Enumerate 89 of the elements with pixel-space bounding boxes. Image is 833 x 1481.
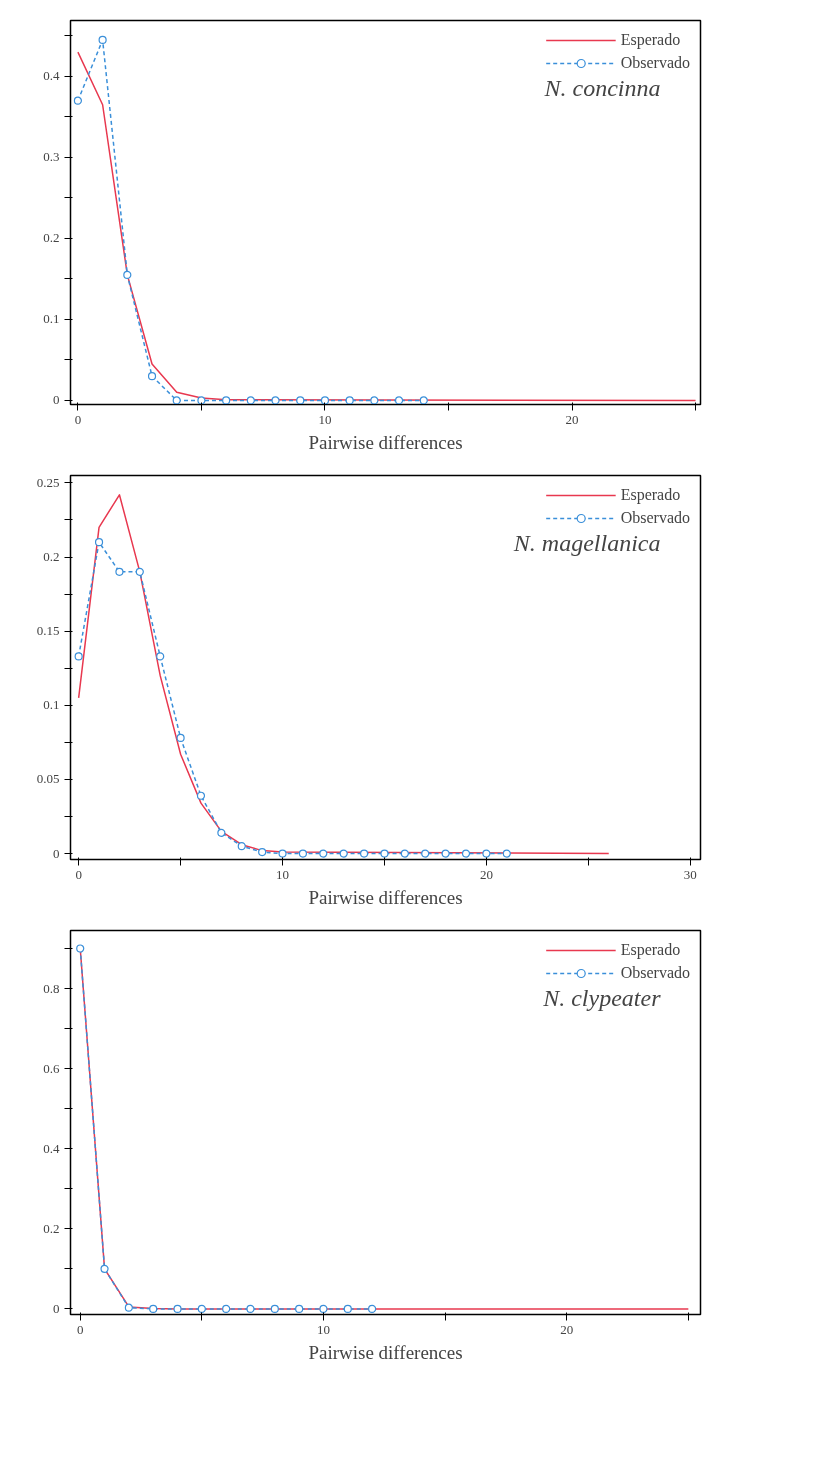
- point: [100, 1264, 109, 1273]
- point: [115, 567, 124, 576]
- point: [76, 944, 85, 953]
- point: [271, 396, 280, 405]
- point: [320, 396, 330, 405]
- point: [246, 1304, 255, 1313]
- point: [339, 849, 348, 858]
- point: [295, 1304, 304, 1313]
- point: [343, 1304, 352, 1313]
- y-tick-label: 0.6: [43, 1060, 60, 1076]
- point: [135, 567, 144, 576]
- x-tick-label: 0: [75, 866, 82, 882]
- y-tick-label: 0.25: [36, 474, 60, 490]
- y-tick-label: 0.2: [43, 549, 60, 565]
- point: [172, 396, 181, 405]
- point: [222, 396, 231, 405]
- point: [421, 849, 430, 858]
- y-tick-label: 0: [53, 845, 60, 861]
- point: [461, 849, 471, 858]
- x-axis-title: Pairwise differences: [308, 431, 463, 453]
- legend-label: Observado: [620, 964, 690, 982]
- point: [74, 652, 83, 661]
- legend-label: Esperado: [620, 941, 681, 959]
- point: [419, 396, 428, 405]
- point: [173, 1304, 182, 1313]
- point: [482, 849, 491, 858]
- annotation: N. magellanica: [512, 529, 661, 556]
- annotation: N. concinna: [543, 74, 661, 101]
- point: [319, 849, 328, 858]
- x-axis-title: Pairwise differences: [308, 1341, 463, 1363]
- x-tick-label: 10: [276, 866, 290, 882]
- y-tick-label: 0.05: [36, 771, 60, 787]
- legend-label: Esperado: [620, 31, 681, 49]
- point: [73, 96, 83, 105]
- x-tick-label: 20: [479, 866, 493, 882]
- y-tick-label: 0.3: [43, 149, 60, 165]
- y-tick-label: 0.4: [43, 1140, 60, 1156]
- x-tick-label: 10: [318, 411, 332, 427]
- line-series: [77, 51, 697, 402]
- point: [149, 1304, 158, 1313]
- legend-label: Esperado: [620, 486, 681, 504]
- point: [380, 849, 389, 858]
- point: [296, 396, 305, 405]
- point: [156, 652, 165, 661]
- point: [222, 1304, 231, 1313]
- point: [246, 396, 255, 405]
- y-tick-label: 0.8: [43, 980, 60, 996]
- point: [394, 396, 404, 405]
- point: [258, 847, 267, 857]
- point: [123, 270, 132, 279]
- point: [359, 849, 369, 858]
- y-tick-label: 0: [53, 1300, 60, 1316]
- point: [298, 849, 308, 858]
- annotation: N. clypeater: [542, 984, 662, 1011]
- point: [217, 828, 226, 837]
- point: [176, 733, 185, 743]
- x-axis-title: Pairwise differences: [308, 886, 463, 908]
- point: [197, 396, 206, 405]
- point: [197, 1304, 206, 1313]
- x-tick-label: 20: [565, 411, 579, 427]
- legend-label: Observado: [620, 509, 690, 527]
- point: [124, 1303, 133, 1312]
- x-tick-label: 30: [683, 866, 697, 882]
- point: [94, 538, 104, 547]
- y-tick-label: 0.1: [43, 697, 60, 713]
- y-tick-label: 0.2: [43, 1220, 60, 1236]
- y-tick-label: 0.2: [43, 230, 60, 246]
- point: [237, 842, 246, 851]
- point: [400, 849, 409, 858]
- point: [368, 1304, 377, 1313]
- point: [270, 1304, 279, 1313]
- x-tick-label: 20: [560, 1321, 574, 1337]
- point: [370, 396, 379, 405]
- point: [98, 35, 107, 45]
- y-tick-label: 0.4: [43, 68, 60, 84]
- y-tick-label: 0: [53, 392, 60, 408]
- point: [319, 1304, 328, 1313]
- point: [441, 849, 450, 858]
- point: [278, 849, 287, 858]
- point: [345, 396, 354, 405]
- x-tick-label: 10: [316, 1321, 330, 1337]
- x-tick-label: 0: [74, 411, 82, 427]
- point: [196, 791, 206, 800]
- legend-label: Observado: [620, 54, 690, 72]
- x-tick-label: 0: [76, 1321, 84, 1337]
- y-tick-label: 0.15: [36, 623, 60, 639]
- point: [502, 849, 511, 858]
- point: [147, 372, 157, 381]
- y-tick-label: 0.1: [43, 311, 60, 327]
